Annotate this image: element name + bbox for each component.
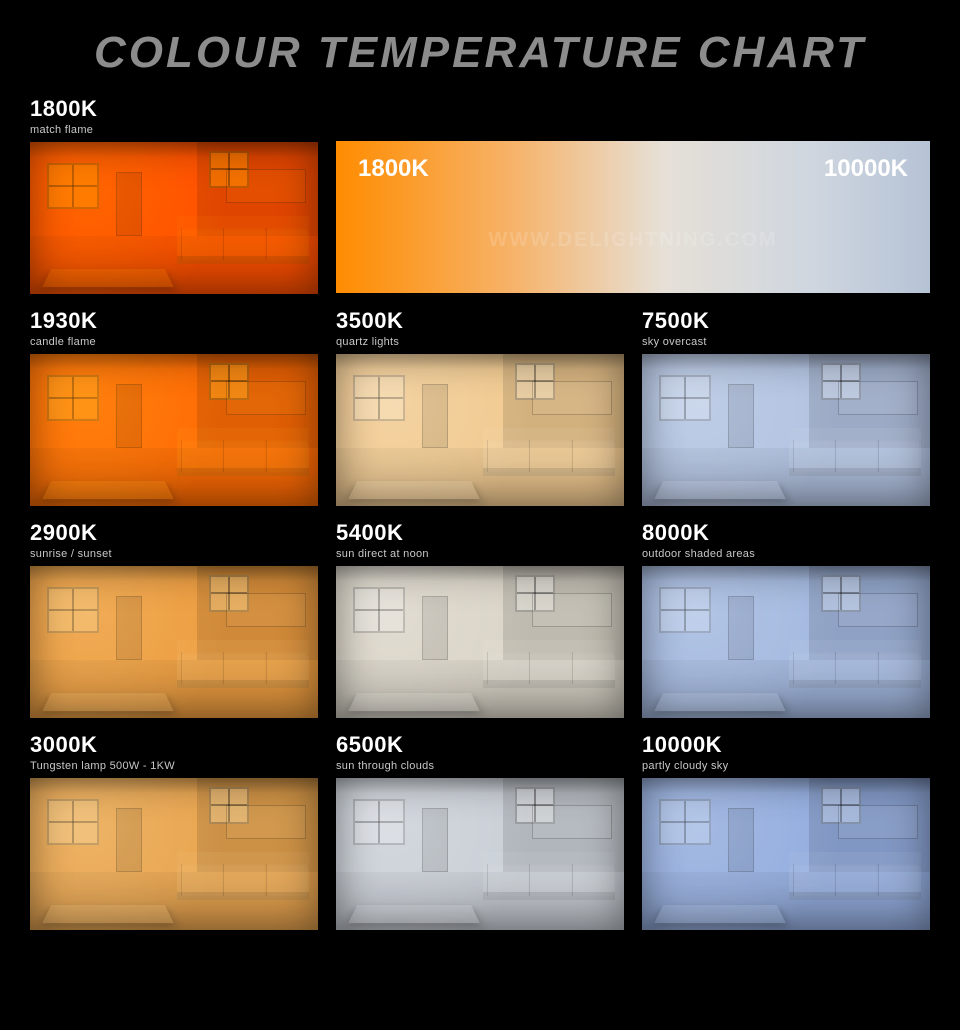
swatch-scene — [30, 142, 318, 294]
page: COLOUR TEMPERATURE CHART 1800K match fla… — [0, 0, 960, 964]
gradient-watermark: WWW.DELIGHTNING.COM — [336, 229, 930, 252]
gradient-left-label: 1800K — [358, 155, 429, 183]
swatch-2: 3500K quartz lights — [336, 308, 624, 506]
swatch-scene — [642, 354, 930, 506]
swatch-7: 3000K Tungsten lamp 500W - 1KW — [30, 732, 318, 930]
swatch-kelvin: 2900K — [30, 520, 318, 546]
swatch-label: sunrise / sunset — [30, 548, 318, 560]
swatch-scene — [642, 566, 930, 718]
row-4: 3000K Tungsten lamp 500W - 1KW 6500K sun… — [30, 732, 930, 930]
gradient-bar: 1800K 10000K WWW.DELIGHTNING.COM — [336, 141, 930, 293]
gradient-right-label: 10000K — [824, 155, 908, 183]
swatch-scene — [30, 566, 318, 718]
swatch-scene — [30, 354, 318, 506]
swatch-label: match flame — [30, 124, 318, 136]
swatch-0: 1800K match flame — [30, 96, 318, 294]
swatch-scene — [336, 778, 624, 930]
swatch-kelvin: 1930K — [30, 308, 318, 334]
swatch-scene — [336, 566, 624, 718]
swatch-scene — [30, 778, 318, 930]
swatch-label: partly cloudy sky — [642, 760, 930, 772]
swatch-1: 1930K candle flame — [30, 308, 318, 506]
swatch-kelvin: 8000K — [642, 520, 930, 546]
row-3: 2900K sunrise / sunset 5400K sun direct … — [30, 520, 930, 718]
swatch-scene — [642, 778, 930, 930]
swatch-kelvin: 1800K — [30, 96, 318, 122]
swatch-scene — [336, 354, 624, 506]
swatch-label: Tungsten lamp 500W - 1KW — [30, 760, 318, 772]
swatch-kelvin: 10000K — [642, 732, 930, 758]
swatch-kelvin: 7500K — [642, 308, 930, 334]
chart-title: COLOUR TEMPERATURE CHART — [30, 28, 930, 78]
swatch-kelvin: 5400K — [336, 520, 624, 546]
swatch-label: quartz lights — [336, 336, 624, 348]
swatch-label: sun through clouds — [336, 760, 624, 772]
swatch-6: 8000K outdoor shaded areas — [642, 520, 930, 718]
row-2: 1930K candle flame 3500K quartz lights 7… — [30, 308, 930, 506]
swatch-kelvin: 6500K — [336, 732, 624, 758]
swatch-kelvin: 3500K — [336, 308, 624, 334]
swatch-kelvin: 3000K — [30, 732, 318, 758]
row-1: 1800K match flame 1800K 10000K WWW.DELIG… — [30, 96, 930, 294]
swatch-4: 2900K sunrise / sunset — [30, 520, 318, 718]
swatch-label: candle flame — [30, 336, 318, 348]
swatch-8: 6500K sun through clouds — [336, 732, 624, 930]
swatch-3: 7500K sky overcast — [642, 308, 930, 506]
swatch-label: sky overcast — [642, 336, 930, 348]
swatch-9: 10000K partly cloudy sky — [642, 732, 930, 930]
swatch-label: outdoor shaded areas — [642, 548, 930, 560]
swatch-label: sun direct at noon — [336, 548, 624, 560]
swatch-5: 5400K sun direct at noon — [336, 520, 624, 718]
